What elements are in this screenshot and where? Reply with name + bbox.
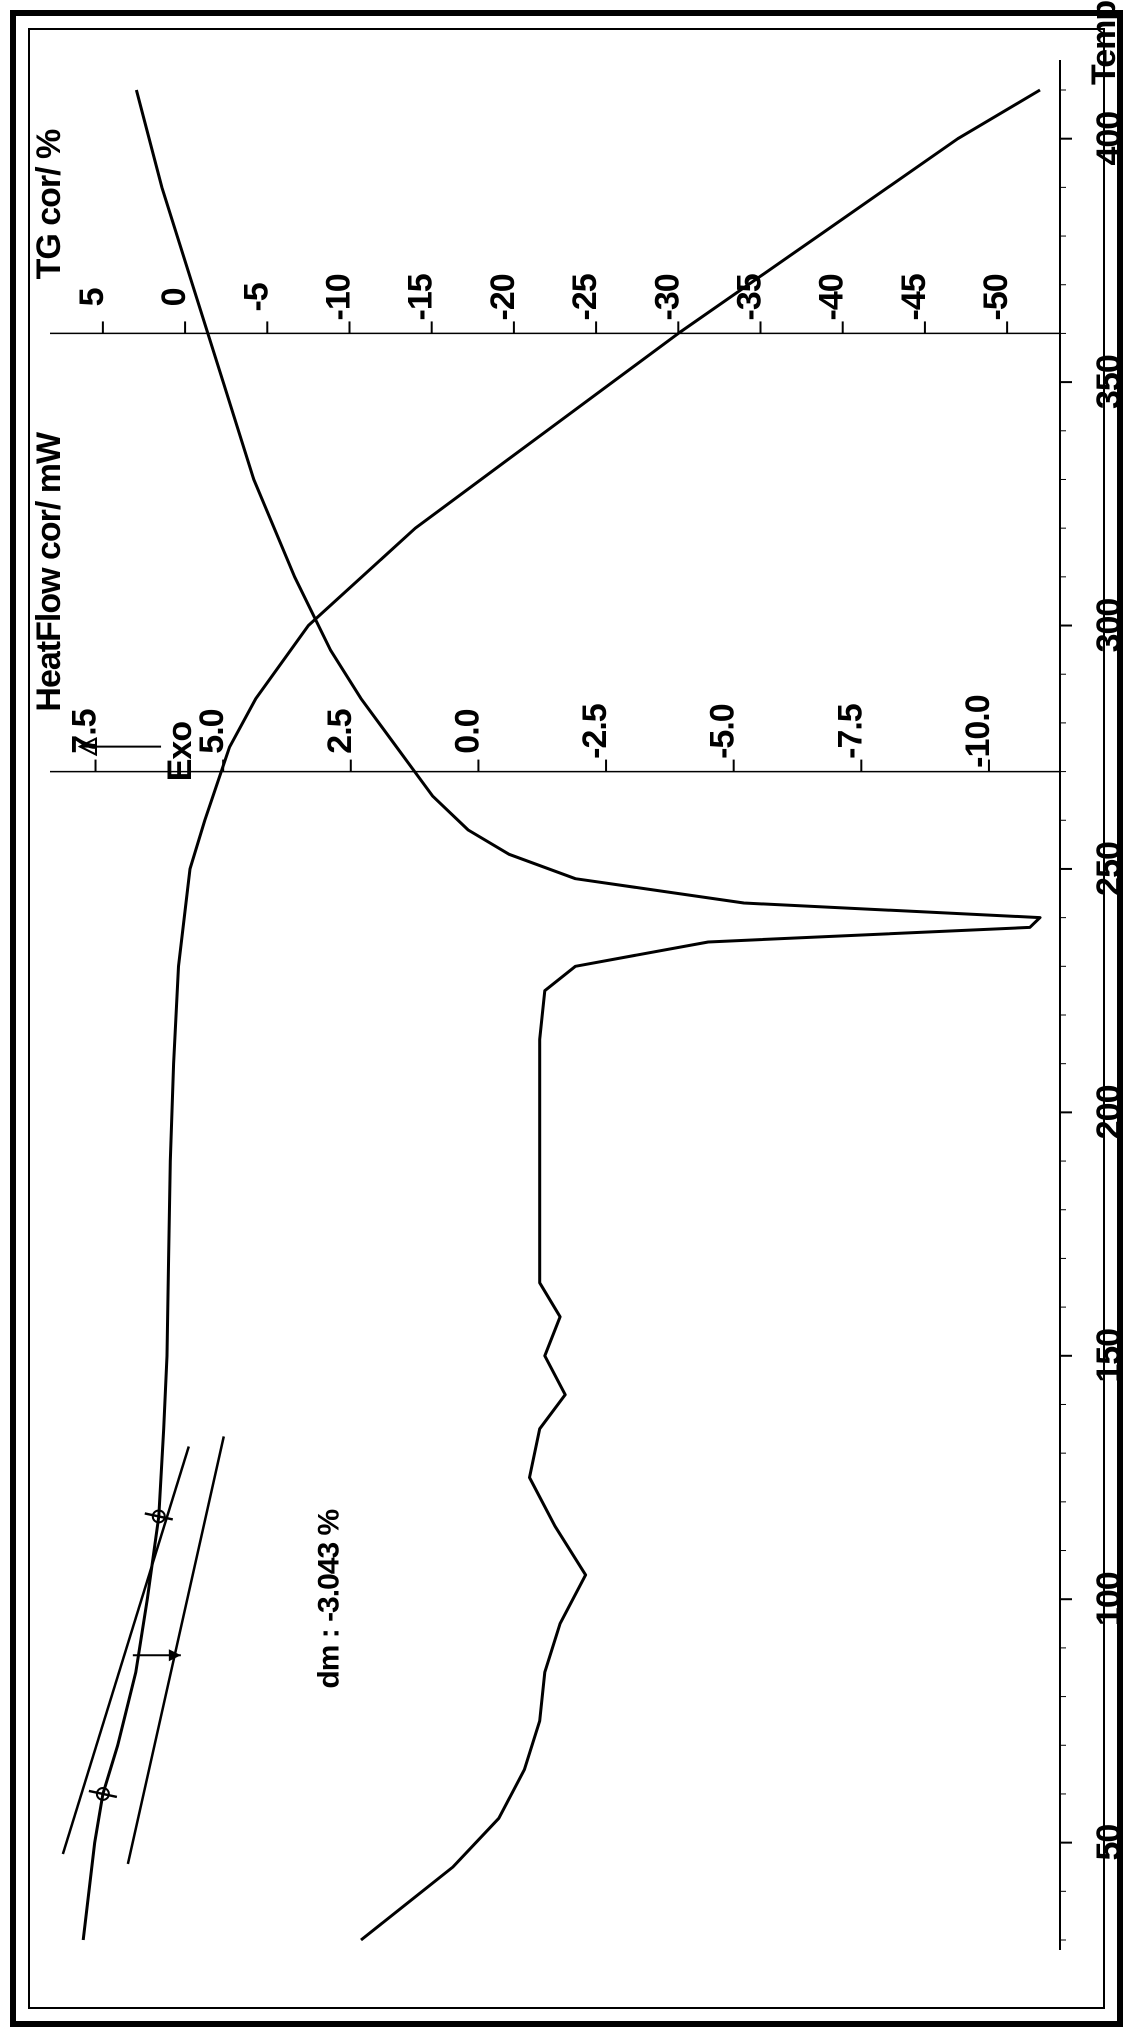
hf-tick-label: -2.5 bbox=[576, 704, 614, 759]
x-tick-label: 100 bbox=[1090, 1572, 1128, 1626]
x-tick-label: 350 bbox=[1090, 355, 1128, 409]
tangent-line-2 bbox=[128, 1436, 224, 1864]
hf-tick-label: 2.5 bbox=[321, 709, 359, 753]
tg-tick-label: 0 bbox=[155, 288, 193, 306]
x-tick-label: 400 bbox=[1090, 112, 1128, 166]
tg-tick-label: -10 bbox=[319, 274, 357, 320]
hf-curve bbox=[136, 90, 1040, 1940]
x-axis-label: Temperature/℃ bbox=[1085, 0, 1123, 85]
tg-tick-label: -5 bbox=[237, 283, 275, 311]
exo-label: Exo bbox=[161, 722, 199, 782]
hf-tick-label: -7.5 bbox=[831, 704, 869, 759]
x-tick-label: 250 bbox=[1090, 842, 1128, 896]
tg-tick-label: -25 bbox=[566, 274, 604, 320]
x-tick-label: 200 bbox=[1090, 1085, 1128, 1139]
tg-tick-label: -45 bbox=[895, 274, 933, 320]
hf-axis-label: HeatFlow cor/ mW bbox=[30, 431, 68, 712]
tg-tick-label: -15 bbox=[402, 274, 440, 320]
tg-axis-label: TG cor/ % bbox=[30, 129, 68, 279]
tg-tick-label: -20 bbox=[484, 274, 522, 320]
hf-tick-label: -10.0 bbox=[959, 695, 997, 768]
tg-tick-label: -30 bbox=[648, 274, 686, 320]
tg-tick-label: -50 bbox=[977, 274, 1015, 320]
tg-tick-label: 5 bbox=[73, 288, 111, 306]
tg-tick-label: -40 bbox=[813, 274, 851, 320]
x-tick-label: 50 bbox=[1090, 1825, 1128, 1861]
tg-tick-label: -35 bbox=[731, 274, 769, 320]
x-tick-label: 150 bbox=[1090, 1329, 1128, 1383]
tg-curve bbox=[83, 90, 1040, 1940]
x-tick-label: 300 bbox=[1090, 599, 1128, 653]
hf-tick-label: 0.0 bbox=[448, 709, 486, 753]
hf-tick-label: -5.0 bbox=[704, 704, 742, 759]
dm-annotation: dm : -3.043 % bbox=[313, 1510, 346, 1689]
chart-svg: 50100150200250300350400Temperature/℃50-5… bbox=[0, 0, 1133, 2037]
